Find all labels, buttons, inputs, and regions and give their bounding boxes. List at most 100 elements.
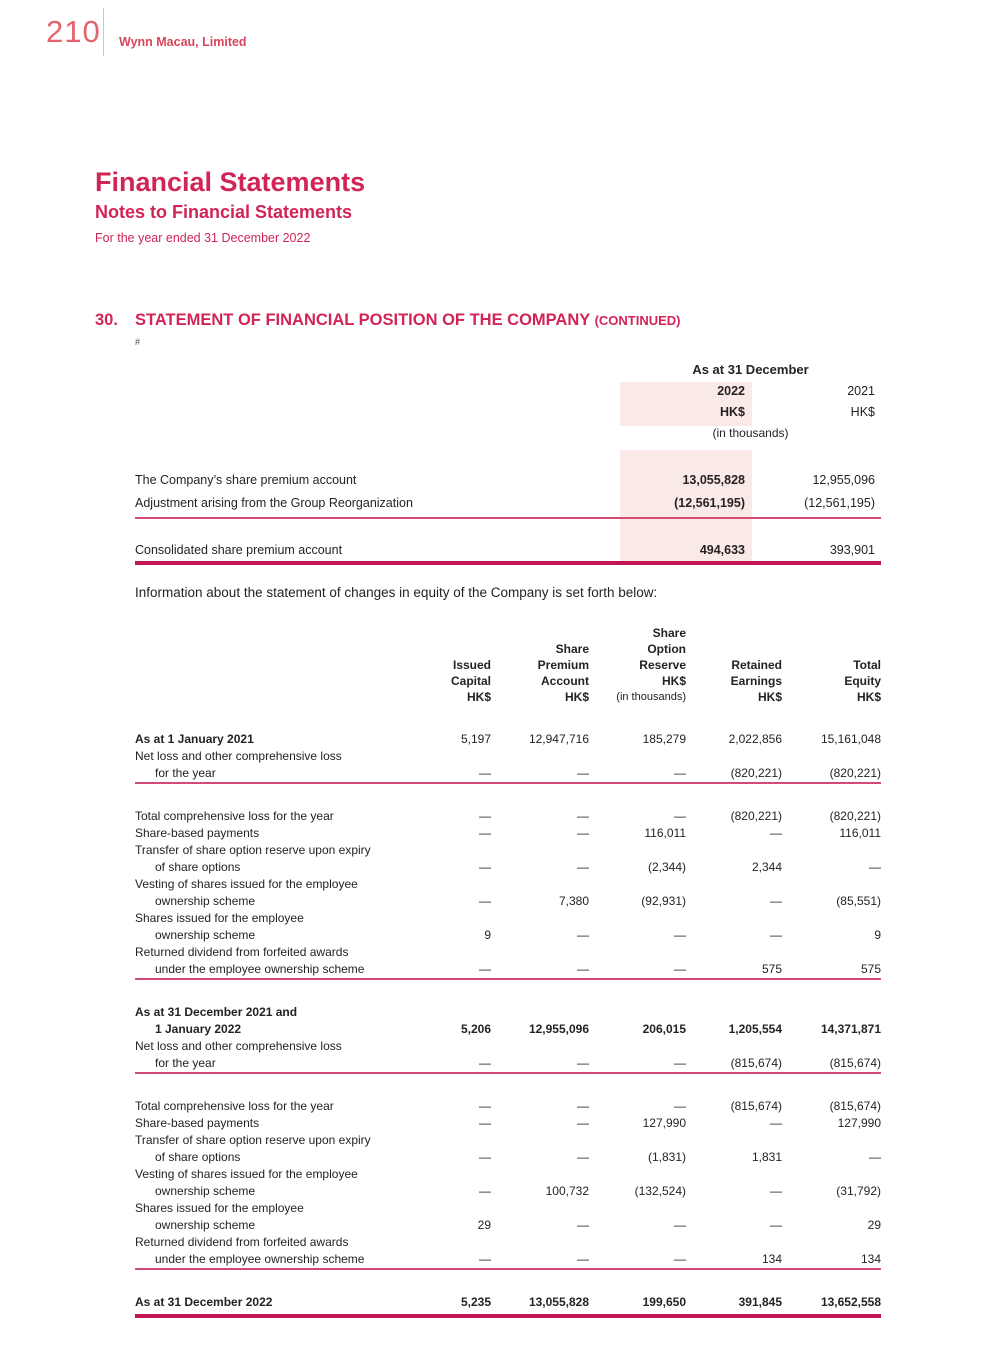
premium-header-group: As at 31 December: [135, 358, 881, 380]
cell: (31,792): [836, 1184, 881, 1198]
cell: 575: [761, 962, 782, 976]
cell: —: [479, 1116, 491, 1130]
header-line: Equity: [844, 674, 881, 688]
row-label: Share-based payments: [135, 825, 401, 842]
table-row: Total comprehensive loss for the year — …: [135, 1098, 881, 1115]
rule-thick: [135, 1314, 881, 1318]
cell: —: [577, 860, 589, 874]
cell: 9: [874, 928, 881, 942]
year-2021-header: 2021: [847, 383, 875, 398]
cell: —: [577, 826, 589, 840]
header-line: HK$: [661, 674, 686, 688]
table-row: Net loss and other comprehensive loss for…: [135, 1038, 881, 1072]
header-line: Earnings: [730, 674, 782, 688]
value-2022: 494,633: [699, 543, 745, 557]
header-line: Retained: [731, 658, 782, 672]
label-line: As at 31 December 2022: [135, 1295, 273, 1309]
cell: 5,197: [460, 732, 491, 746]
label-line: for the year: [155, 1056, 216, 1070]
spacer: [135, 1074, 881, 1098]
cell: —: [577, 766, 589, 780]
cell: —: [770, 1184, 782, 1198]
cell: —: [577, 928, 589, 942]
table-row: Vesting of shares issued for the employe…: [135, 1166, 881, 1200]
cell: (85,551): [836, 894, 881, 908]
label-line: ownership scheme: [155, 928, 256, 942]
section-title-text: STATEMENT OF FINANCIAL POSITION OF THE C…: [135, 311, 595, 329]
value-2021: 393,901: [829, 543, 875, 557]
spacer: [135, 784, 881, 808]
in-thousands-note: (in thousands): [616, 691, 686, 703]
cell: —: [577, 1218, 589, 1232]
title-block: Financial Statements Notes to Financial …: [95, 167, 365, 245]
label-line: Share-based payments: [135, 826, 260, 840]
cell: 12,955,096: [528, 1022, 589, 1036]
row-label: As at 1 January 2021: [135, 731, 401, 748]
in-thousands-note: (in thousands): [712, 426, 789, 440]
cell: —: [770, 928, 782, 942]
column-header-share-option: Share Option Reserve HK$ (in thousands): [589, 625, 686, 705]
intro-paragraph: Information about the statement of chang…: [135, 585, 658, 600]
value-2021: 12,955,096: [812, 472, 875, 487]
cell: 116,011: [644, 826, 686, 840]
row-label: Transfer of share option reserve upon ex…: [135, 842, 401, 876]
label-line: Total comprehensive loss for the year: [135, 1099, 334, 1113]
cell: 1,831: [751, 1150, 782, 1164]
header-line: Premium: [537, 658, 589, 672]
document-period: For the year ended 31 December 2022: [95, 231, 311, 245]
cell: —: [674, 1056, 686, 1070]
highlight-band-header: [620, 382, 752, 426]
company-name: Wynn Macau, Limited: [119, 35, 247, 49]
cell: —: [479, 1252, 491, 1266]
header-line: Issued: [452, 658, 491, 672]
header-line: Total: [853, 658, 881, 672]
header-line: Share: [652, 626, 686, 640]
cell: —: [577, 809, 589, 823]
cell: (815,674): [730, 1056, 782, 1070]
label-line: of share options: [155, 1150, 241, 1164]
cell: —: [770, 1218, 782, 1232]
cell: 116,011: [839, 826, 881, 840]
premium-unit-note: (in thousands): [135, 422, 881, 444]
premium-header-units: HK$ HK$: [135, 401, 881, 422]
rule-thin: [135, 517, 881, 519]
row-label: Shares issued for the employee ownership …: [135, 910, 401, 944]
cell: (2,344): [647, 860, 686, 874]
cell: —: [674, 766, 686, 780]
rule-thin: [135, 1072, 881, 1074]
label-line: Total comprehensive loss for the year: [135, 809, 334, 823]
label-line: Shares issued for the employee: [135, 1201, 304, 1215]
page-number: 210: [46, 14, 101, 49]
section-title: STATEMENT OF FINANCIAL POSITION OF THE C…: [135, 311, 681, 330]
row-label: Net loss and other comprehensive loss for…: [135, 748, 401, 782]
cell: —: [479, 826, 491, 840]
unit-hkd-2021: HK$: [850, 404, 875, 419]
cell: 2,344: [751, 860, 782, 874]
value-2021: (12,561,195): [804, 495, 875, 510]
cell: 29: [477, 1218, 491, 1232]
cell: (815,674): [730, 1099, 782, 1113]
cell: (815,674): [829, 1056, 881, 1070]
cell: 199,650: [642, 1295, 686, 1309]
header-line: Account: [541, 674, 589, 688]
row-label: Returned dividend from forfeited awards u…: [135, 1234, 401, 1268]
cell: 13,652,558: [820, 1295, 881, 1309]
header-line: HK$: [564, 690, 589, 704]
value-2022: (12,561,195): [674, 495, 745, 510]
cell: —: [479, 809, 491, 823]
rule-thin: [135, 782, 881, 784]
table-row: As at 1 January 2021 5,197 12,947,716 18…: [135, 731, 881, 748]
cell: 1,205,554: [728, 1022, 782, 1036]
cell: —: [770, 894, 782, 908]
row-label: As at 31 December 2021 and 1 January 2022: [135, 1004, 401, 1038]
table-row: Shares issued for the employee ownership …: [135, 1200, 881, 1234]
cell: —: [770, 826, 782, 840]
section-continued: (CONTINUED): [594, 313, 681, 328]
cell: 134: [761, 1252, 782, 1266]
header-line: Option: [647, 642, 686, 656]
rule-thin: [135, 978, 881, 980]
section-number: 30.: [95, 311, 118, 329]
table-row: Transfer of share option reserve upon ex…: [135, 842, 881, 876]
year-2022-header: 2022: [717, 383, 745, 398]
unit-hkd-2022: HK$: [719, 404, 745, 419]
